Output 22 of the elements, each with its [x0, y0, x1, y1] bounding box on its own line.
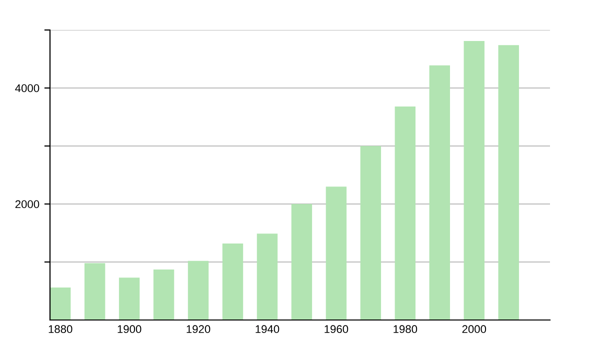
x-tick-label: 2000	[462, 325, 486, 334]
bar	[256, 234, 278, 320]
bar	[360, 146, 382, 320]
bar	[222, 243, 244, 320]
y-tick-label: 4000	[15, 84, 40, 92]
x-tick-label: 1980	[394, 325, 418, 334]
bar	[326, 186, 347, 320]
x-tick-label: 1880	[48, 325, 72, 334]
bar	[394, 106, 416, 320]
x-tick-label: 1900	[118, 325, 142, 334]
x-tick-label: 1960	[324, 325, 348, 334]
bar	[153, 270, 174, 320]
bar	[118, 278, 140, 320]
x-tick-label: 1920	[186, 325, 210, 334]
bar	[188, 260, 209, 320]
bar	[291, 204, 312, 320]
bar	[50, 288, 71, 320]
x-tick-label: 1940	[256, 325, 280, 334]
bar	[498, 45, 519, 320]
bar	[464, 41, 484, 320]
bar	[429, 65, 450, 320]
bar	[84, 263, 106, 320]
